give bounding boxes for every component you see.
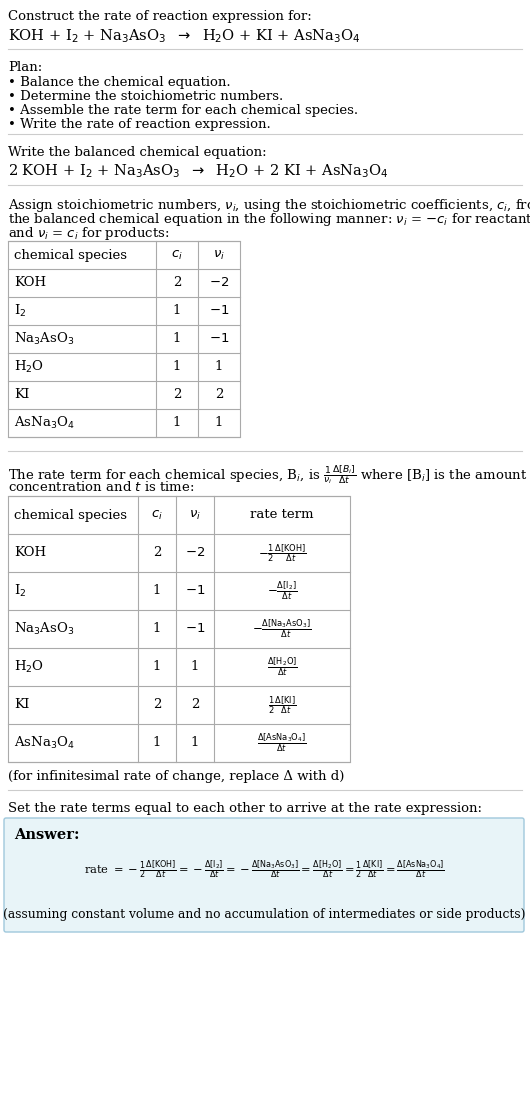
Text: 1: 1 [215, 361, 223, 373]
Text: 1: 1 [173, 361, 181, 373]
Text: H$_2$O: H$_2$O [14, 359, 44, 375]
Text: • Balance the chemical equation.: • Balance the chemical equation. [8, 75, 231, 89]
Text: $c_i$: $c_i$ [171, 249, 183, 262]
Text: $-1$: $-1$ [185, 623, 205, 636]
Bar [8, 496, 350, 761]
Text: $\frac{\Delta[\mathrm{AsNa_3O_4}]}{\Delta t}$: $\frac{\Delta[\mathrm{AsNa_3O_4}]}{\Delt… [257, 731, 307, 754]
Text: 1: 1 [173, 333, 181, 345]
Text: 1: 1 [153, 737, 161, 749]
Text: $-2$: $-2$ [185, 546, 205, 559]
Text: • Write the rate of reaction expression.: • Write the rate of reaction expression. [8, 118, 271, 131]
Text: $\nu_i$: $\nu_i$ [213, 249, 225, 262]
Text: $-1$: $-1$ [185, 585, 205, 597]
Text: 2: 2 [153, 546, 161, 559]
Text: I$_2$: I$_2$ [14, 303, 26, 319]
Text: concentration and $t$ is time:: concentration and $t$ is time: [8, 480, 195, 494]
Text: chemical species: chemical species [14, 508, 127, 522]
Text: and $\nu_i$ = $c_i$ for products:: and $\nu_i$ = $c_i$ for products: [8, 225, 169, 242]
Text: 1: 1 [191, 737, 199, 749]
Text: Set the rate terms equal to each other to arrive at the rate expression:: Set the rate terms equal to each other t… [8, 803, 482, 815]
Text: 1: 1 [153, 623, 161, 636]
Text: $-2$: $-2$ [209, 276, 229, 290]
Text: KI: KI [14, 388, 29, 402]
Text: $\frac{\Delta[\mathrm{H_2O}]}{\Delta t}$: $\frac{\Delta[\mathrm{H_2O}]}{\Delta t}$ [267, 656, 297, 678]
Bar [8, 241, 240, 437]
Text: Answer:: Answer: [14, 828, 80, 842]
Text: AsNa$_3$O$_4$: AsNa$_3$O$_4$ [14, 415, 75, 431]
Text: 2: 2 [153, 698, 161, 712]
Text: $c_i$: $c_i$ [151, 508, 163, 522]
Text: 1: 1 [153, 585, 161, 597]
Text: $-\frac{1}{2}\frac{\Delta[\mathrm{KOH}]}{\Delta t}$: $-\frac{1}{2}\frac{\Delta[\mathrm{KOH}]}… [258, 542, 306, 564]
Text: Write the balanced chemical equation:: Write the balanced chemical equation: [8, 147, 267, 159]
Text: 2: 2 [215, 388, 223, 402]
Text: 1: 1 [191, 660, 199, 674]
Text: 1: 1 [215, 416, 223, 430]
Text: H$_2$O: H$_2$O [14, 659, 44, 675]
Text: $-\frac{\Delta[\mathrm{Na_3AsO_3}]}{\Delta t}$: $-\frac{\Delta[\mathrm{Na_3AsO_3}]}{\Del… [252, 618, 312, 640]
Text: The rate term for each chemical species, B$_i$, is $\frac{1}{\nu_i}\frac{\Delta[: The rate term for each chemical species,… [8, 463, 527, 486]
Text: (assuming constant volume and no accumulation of intermediates or side products): (assuming constant volume and no accumul… [3, 908, 525, 921]
Text: $-\frac{\Delta[\mathrm{I_2}]}{\Delta t}$: $-\frac{\Delta[\mathrm{I_2}]}{\Delta t}$ [267, 579, 297, 603]
Text: chemical species: chemical species [14, 249, 127, 262]
Text: $-1$: $-1$ [209, 304, 229, 317]
Text: (for infinitesimal rate of change, replace Δ with d): (for infinitesimal rate of change, repla… [8, 770, 344, 783]
Text: Construct the rate of reaction expression for:: Construct the rate of reaction expressio… [8, 10, 312, 23]
Text: 2: 2 [173, 276, 181, 290]
Text: 1: 1 [153, 660, 161, 674]
Text: Na$_3$AsO$_3$: Na$_3$AsO$_3$ [14, 331, 74, 347]
Text: Assign stoichiometric numbers, $\nu_i$, using the stoichiometric coefficients, $: Assign stoichiometric numbers, $\nu_i$, … [8, 196, 530, 214]
Text: I$_2$: I$_2$ [14, 583, 26, 599]
Text: KOH: KOH [14, 546, 46, 559]
Text: $\frac{1}{2}\frac{\Delta[\mathrm{KI}]}{\Delta t}$: $\frac{1}{2}\frac{\Delta[\mathrm{KI}]}{\… [268, 694, 296, 716]
Text: KOH + I$_2$ + Na$_3$AsO$_3$  $\rightarrow$  H$_2$O + KI + AsNa$_3$O$_4$: KOH + I$_2$ + Na$_3$AsO$_3$ $\rightarrow… [8, 27, 360, 44]
Text: • Assemble the rate term for each chemical species.: • Assemble the rate term for each chemic… [8, 104, 358, 117]
Text: 2: 2 [191, 698, 199, 712]
Text: 1: 1 [173, 304, 181, 317]
Text: KOH: KOH [14, 276, 46, 290]
Text: Plan:: Plan: [8, 61, 42, 74]
Text: 1: 1 [173, 416, 181, 430]
Text: rate $= -\frac{1}{2}\frac{\Delta[\mathrm{KOH}]}{\Delta t} = -\frac{\Delta[\mathr: rate $= -\frac{1}{2}\frac{\Delta[\mathrm… [84, 858, 445, 881]
Text: AsNa$_3$O$_4$: AsNa$_3$O$_4$ [14, 735, 75, 751]
FancyBboxPatch shape [4, 818, 524, 932]
Text: $\nu_i$: $\nu_i$ [189, 508, 201, 522]
Text: Na$_3$AsO$_3$: Na$_3$AsO$_3$ [14, 620, 74, 637]
Text: rate term: rate term [250, 508, 314, 522]
Text: 2 KOH + I$_2$ + Na$_3$AsO$_3$  $\rightarrow$  H$_2$O + 2 KI + AsNa$_3$O$_4$: 2 KOH + I$_2$ + Na$_3$AsO$_3$ $\rightarr… [8, 162, 388, 180]
Text: $-1$: $-1$ [209, 333, 229, 345]
Text: • Determine the stoichiometric numbers.: • Determine the stoichiometric numbers. [8, 90, 283, 103]
Text: the balanced chemical equation in the following manner: $\nu_i$ = $-c_i$ for rea: the balanced chemical equation in the fo… [8, 211, 530, 228]
Text: KI: KI [14, 698, 29, 712]
Text: 2: 2 [173, 388, 181, 402]
